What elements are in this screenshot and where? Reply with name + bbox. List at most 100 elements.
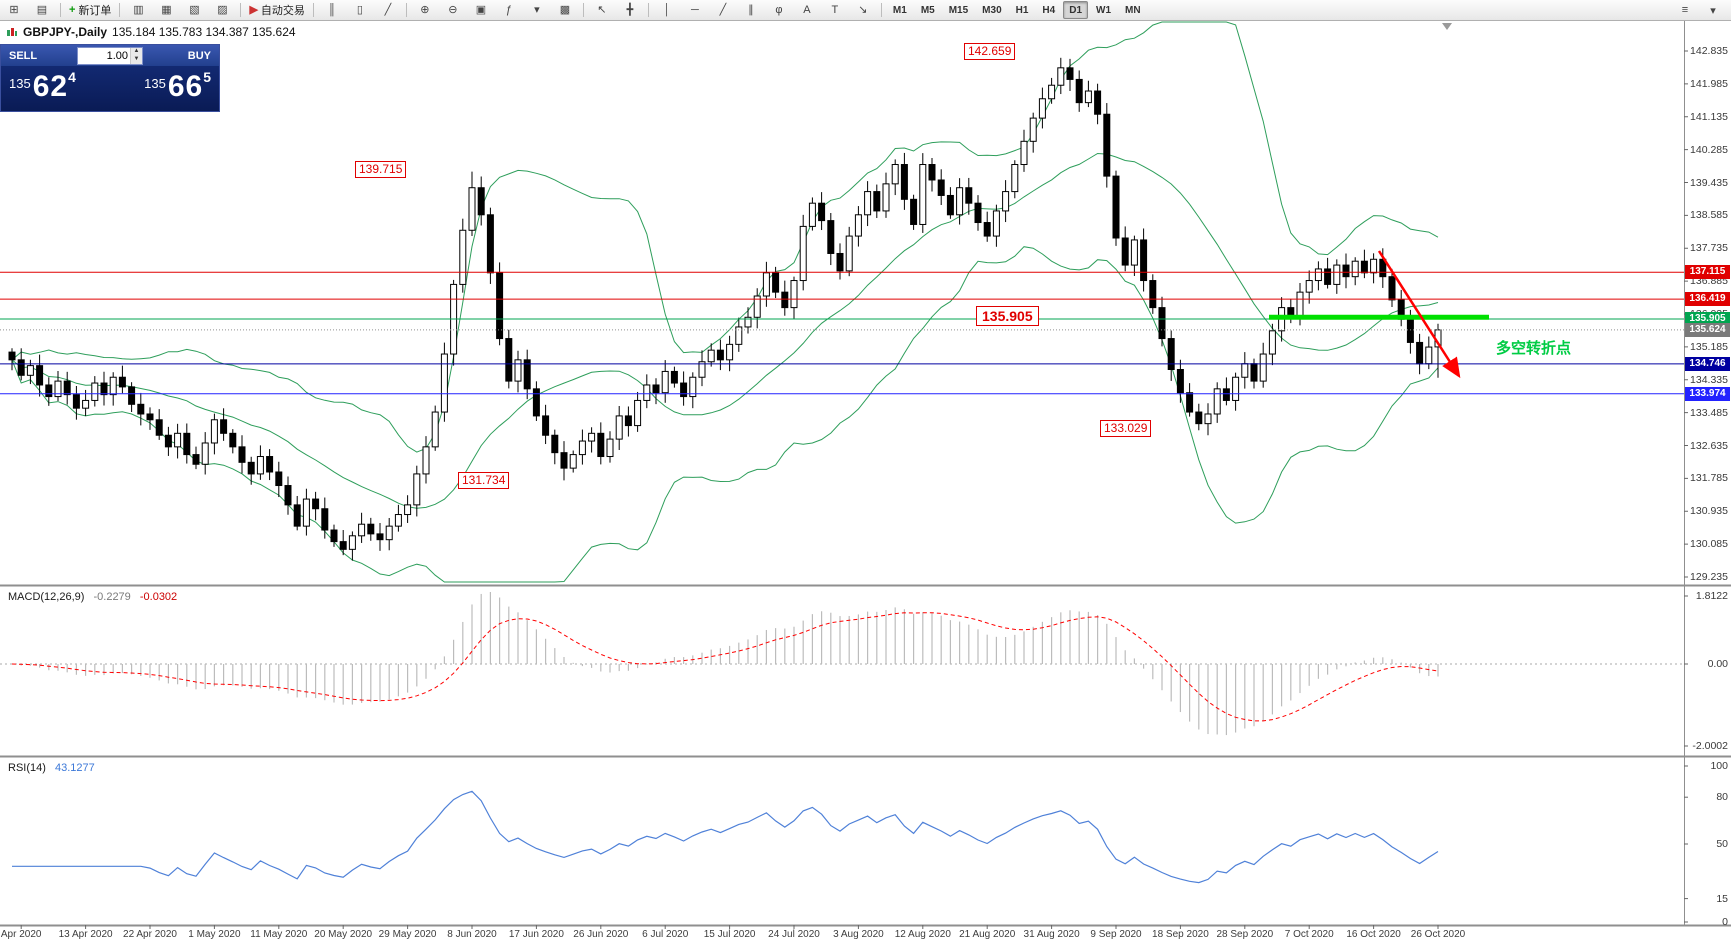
price-axis-label: 135.185 [1690,340,1728,353]
toolbar-separator [405,3,407,17]
navigator-button[interactable]: ▧ [181,1,207,20]
zoom-out-icon: ⊖ [448,3,458,16]
rsi-axis-label: 80 [1716,791,1728,804]
chart-bars-icon: ║ [328,3,336,16]
buy-price-prefix: 135 [144,76,166,91]
rsi-axis-label: 15 [1716,892,1728,905]
text-button[interactable]: A [794,1,820,20]
timeframe-mn-button[interactable]: MN [1125,4,1141,16]
chart-line-icon: ╱ [384,3,392,16]
arrows-button[interactable]: ↘ [850,1,876,20]
time-axis-label: 11 May 2020 [250,929,308,940]
timeframe-h4-button[interactable]: H4 [1042,4,1056,16]
volume-spinner[interactable]: ▲ ▼ [130,47,142,64]
toolbar-menu-button[interactable]: ≡ [1681,4,1689,16]
toolbar-separator [647,3,649,17]
turning-point-note[interactable]: 多空转折点 [1496,340,1572,357]
rsi-value: 43.1277 [54,762,95,774]
toolbar-separator [582,3,584,17]
sell-button[interactable]: 135624 [9,69,76,104]
cursor-button[interactable]: ↖ [589,1,615,20]
toolbar-separator [240,3,242,17]
timeframe-h1-button[interactable]: H1 [1015,4,1029,16]
data-window-button[interactable]: ▦ [153,1,179,20]
terminal-button[interactable]: ▨ [209,1,235,20]
vertical-line-button[interactable]: │ [654,1,680,20]
toolbar-more-button[interactable]: ▾ [1710,4,1716,17]
profiles-button[interactable]: ▤ [29,1,55,20]
one-click-trading-panel: SELL ▲▼ BUY 135624 135665 [0,44,220,112]
time-axis-label: 9 Sep 2020 [1090,929,1142,940]
indicators-icon: ƒ [505,3,512,16]
time-axis-label: Apr 2020 [0,929,42,940]
timeframe-m1-button[interactable]: M1 [892,4,907,16]
volume-down-icon[interactable]: ▼ [131,55,142,64]
price-annotation-139.715[interactable]: 139.715 [355,161,407,178]
horizontal-line-button[interactable]: ─ [682,1,708,20]
bollinger-bands [11,21,1439,583]
timeframe-m15-button[interactable]: M15 [948,4,969,16]
price-annotation-131.734[interactable]: 131.734 [458,472,510,489]
time-axis-label: 18 Sep 2020 [1152,929,1209,940]
time-axis-label: 15 Jul 2020 [703,929,756,940]
chart-shift-marker[interactable] [1442,23,1452,30]
data-window-icon: ▦ [161,3,172,16]
chart-line-button[interactable]: ╱ [375,1,401,20]
terminal-icon: ▨ [217,3,228,16]
price-annotation-133.029[interactable]: 133.029 [1100,420,1152,437]
channel-button[interactable]: ∥ [738,1,764,20]
market-watch-icon: ▥ [133,3,144,16]
price-axis-label: 139.435 [1690,176,1728,189]
tile-windows-button[interactable]: ▣ [468,1,494,20]
candles-layer [8,57,1442,561]
periods-dropdown-button[interactable]: ▾ [524,1,550,20]
macd-name: MACD(12,26,9) [8,591,85,603]
macd-axis-label: -2.0002 [1692,740,1728,752]
new-order-button[interactable]: + 新订单 [66,1,114,20]
fibonacci-icon: φ [775,3,783,16]
buy-price-sup: 5 [203,69,211,85]
rsi-axis-label: 0 [1722,916,1728,928]
new-chart-button[interactable]: ⊞ [1,1,27,20]
chart-bars-button[interactable]: ║ [319,1,345,20]
timeframe-m5-button[interactable]: M5 [920,4,935,16]
templates-button[interactable]: ▩ [552,1,578,20]
fibonacci-button[interactable]: φ [766,1,792,20]
time-axis-label: 22 Apr 2020 [123,929,177,940]
timeframe-m30-button[interactable]: M30 [982,4,1002,16]
channel-icon: ∥ [748,3,754,16]
buy-button[interactable]: 135665 [144,69,211,104]
price-annotation-142.659[interactable]: 142.659 [964,43,1016,60]
macd-axis-label: 1.8122 [1695,590,1728,602]
price-annotation-135.905[interactable]: 135.905 [976,306,1039,326]
market-watch-button[interactable]: ▥ [125,1,151,20]
autotrading-button[interactable]: ▶ 自动交易 [246,1,307,20]
vertical-line-icon: │ [663,3,671,16]
crosshair-button[interactable]: ╋ [617,1,643,20]
volume-up-icon[interactable]: ▲ [131,47,142,56]
time-axis-label: 26 Oct 2020 [1410,929,1466,940]
indicators-button[interactable]: ƒ [496,1,522,20]
toolbar-separator [119,3,121,17]
price-axis-label: 138.585 [1690,209,1728,222]
zoom-in-button[interactable]: ⊕ [412,1,438,20]
chart-title: GBPJPY-,Daily 135.184 135.783 134.387 13… [6,25,296,39]
macd-indicator-label: MACD(12,26,9) -0.2279 -0.0302 [8,591,177,603]
volume-input[interactable] [78,47,130,64]
text-label-button[interactable]: T [822,1,848,20]
chart-candles-button[interactable]: ▯ [347,1,373,20]
time-axis-label: 20 May 2020 [314,929,373,940]
zoom-out-button[interactable]: ⊖ [440,1,466,20]
timeframe-d1-button[interactable]: D1 [1063,1,1089,19]
trend-arrow[interactable] [1377,250,1461,379]
sell-price-big: 62 [32,70,69,103]
navigator-icon: ▧ [189,3,200,16]
price-tag-134.746: 134.746 [1685,356,1730,371]
price-axis-label: 131.785 [1690,472,1728,485]
timeframe-w1-button[interactable]: W1 [1096,4,1112,16]
trendline-button[interactable]: ╱ [710,1,736,20]
price-axis-label: 132.635 [1690,439,1728,452]
